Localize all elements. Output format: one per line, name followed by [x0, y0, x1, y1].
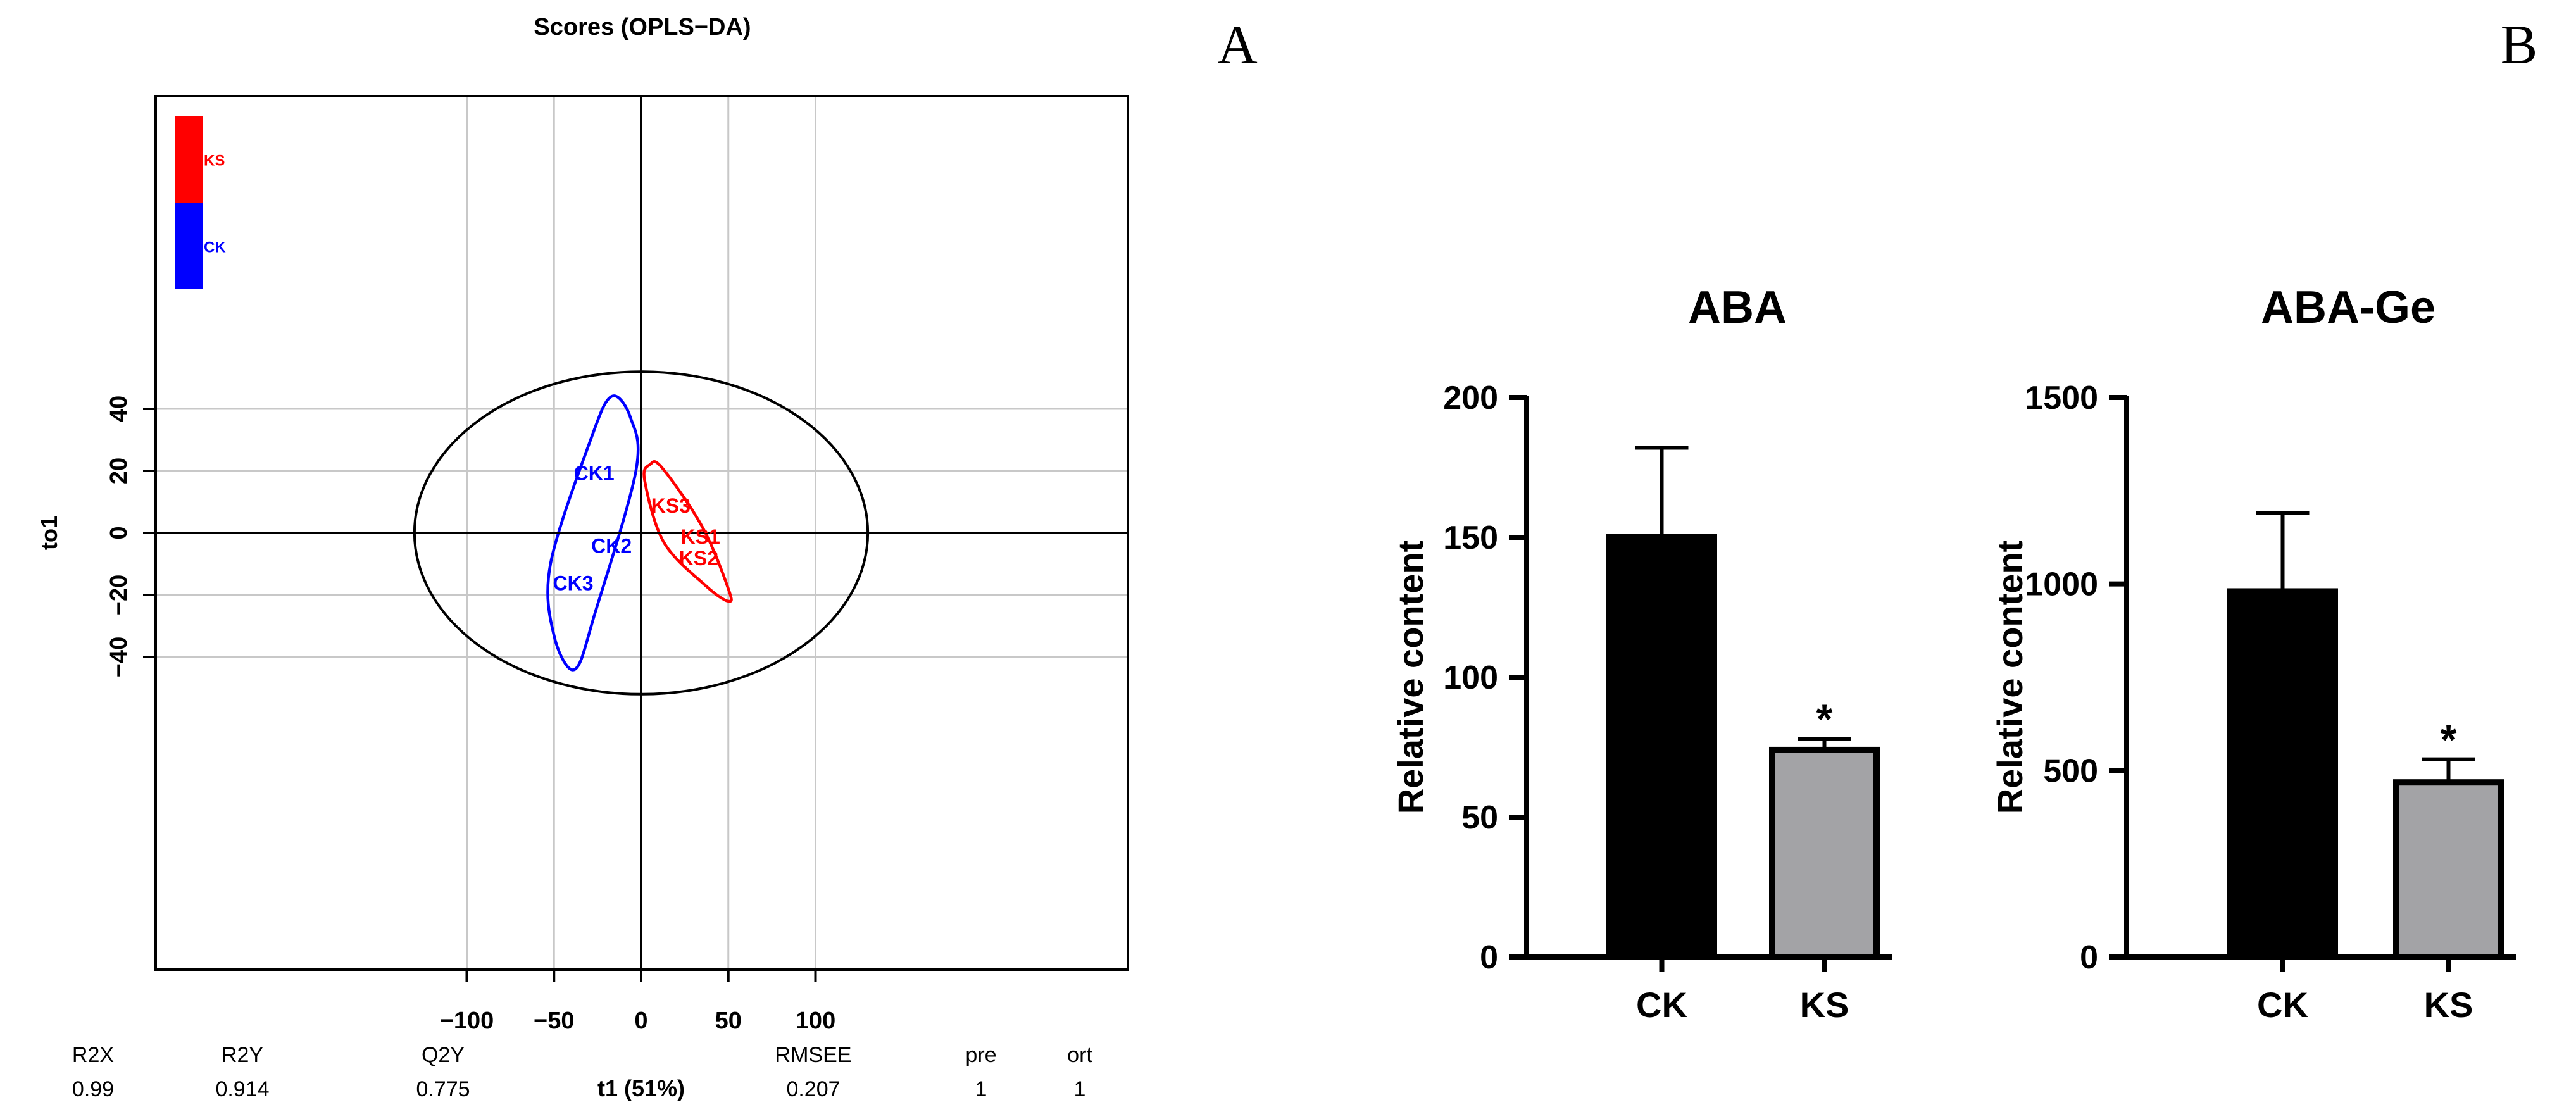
scores-x-axis-label: t1 (51%) — [597, 1075, 685, 1101]
bar-ks — [1769, 746, 1880, 961]
stat-value-rmsee: 0.207 — [786, 1077, 840, 1101]
score-point-ks3: KS3 — [651, 494, 691, 517]
stat-header-r2y: R2Y — [222, 1043, 263, 1067]
panel-label-b: B — [2501, 15, 2538, 76]
x-tick-label: −50 — [534, 1008, 574, 1034]
bar-y-tick-label: 100 — [1443, 660, 1498, 696]
bar-x-tick-label: CK — [2257, 985, 2308, 1025]
y-tick-label: 40 — [106, 396, 132, 422]
stat-value-pre: 1 — [975, 1077, 987, 1101]
model-stats-table: R2X R2Y Q2Y RMSEE pre ort 0.99 0.914 0.775 0.207 1… — [72, 1043, 1092, 1101]
y-tick-label: −20 — [106, 575, 132, 615]
bar-y-tick-label: 150 — [1443, 520, 1498, 556]
bar-y-tick-label: 0 — [2080, 939, 2098, 976]
score-point-ks2: KS2 — [679, 547, 718, 570]
stat-header-pre: pre — [965, 1043, 996, 1067]
x-tick-label: 50 — [715, 1008, 742, 1034]
bar-x-tick-label: KS — [2424, 985, 2473, 1025]
y-tick-label: −40 — [106, 637, 132, 677]
scores-y-ticks: −40 −20 0 20 40 — [106, 396, 156, 677]
x-tick-label: −100 — [440, 1008, 494, 1034]
legend-swatch-ck — [175, 203, 203, 289]
y-tick-label: 20 — [106, 458, 132, 484]
stat-header-q2y: Q2Y — [422, 1043, 465, 1067]
stat-header-ort: ort — [1067, 1043, 1092, 1067]
x-tick-label: 0 — [634, 1008, 647, 1034]
bar-ks — [2393, 779, 2504, 961]
x-tick-label: 100 — [796, 1008, 835, 1034]
bar-y-tick-label: 500 — [2043, 753, 2098, 789]
bar-ck — [2227, 588, 2338, 960]
score-point-ck2: CK2 — [591, 535, 632, 558]
scores-title: Scores (OPLS−DA) — [534, 14, 751, 41]
bar-x-tick-label: CK — [1636, 985, 1687, 1025]
bar-chart-title: ABA-Ge — [2261, 282, 2435, 333]
legend-label-ks: KS — [204, 153, 225, 170]
score-point-ck1: CK1 — [574, 461, 615, 484]
stat-value-ort: 1 — [1074, 1077, 1086, 1101]
aba-bar-chart: ABA Relative content 0 50 100 150 200 CK * KS — [1391, 282, 1892, 1025]
scores-zero-axes — [156, 96, 1128, 970]
confidence-ellipse-ck — [546, 394, 640, 672]
significance-marker-ks: * — [2441, 716, 2457, 763]
bar-y-tick-label: 0 — [1480, 939, 1498, 976]
bar-ck — [1606, 534, 1717, 960]
score-point-ks1: KS1 — [681, 525, 720, 548]
significance-marker-ks: * — [1816, 696, 1833, 742]
stat-header-r2x: R2X — [72, 1043, 114, 1067]
scores-x-ticks: −100 −50 0 50 100 — [440, 970, 835, 1034]
stat-header-rmsee: RMSEE — [775, 1043, 852, 1067]
aba-ge-bar-chart: ABA-Ge Relative content 0 500 1000 1500 CK * KS — [1990, 282, 2516, 1025]
score-point-ck3: CK3 — [553, 572, 594, 594]
stat-value-r2x: 0.99 — [72, 1077, 114, 1101]
stat-value-r2y: 0.914 — [215, 1077, 269, 1101]
bar-y-tick-label: 200 — [1443, 380, 1498, 416]
stat-value-q2y: 0.775 — [416, 1077, 470, 1101]
bar-y-axis-label: Relative content — [1990, 541, 2030, 815]
legend-label-ck: CK — [204, 239, 226, 256]
panel-label-a: A — [1217, 15, 1258, 76]
scores-y-axis-label: to1 — [36, 516, 62, 550]
legend-swatch-ks — [175, 116, 203, 203]
bar-chart-title: ABA — [1688, 282, 1787, 333]
bar-y-axis-label: Relative content — [1391, 541, 1430, 815]
confidence-ellipse-ks — [642, 460, 733, 603]
bar-y-tick-label: 50 — [1461, 799, 1498, 836]
bar-y-tick-label: 1000 — [2025, 566, 2098, 603]
bar-x-tick-label: KS — [1800, 985, 1849, 1025]
bar-y-tick-label: 1500 — [2025, 380, 2098, 416]
y-tick-label: 0 — [106, 526, 132, 539]
scores-legend: KS CK — [175, 116, 226, 289]
